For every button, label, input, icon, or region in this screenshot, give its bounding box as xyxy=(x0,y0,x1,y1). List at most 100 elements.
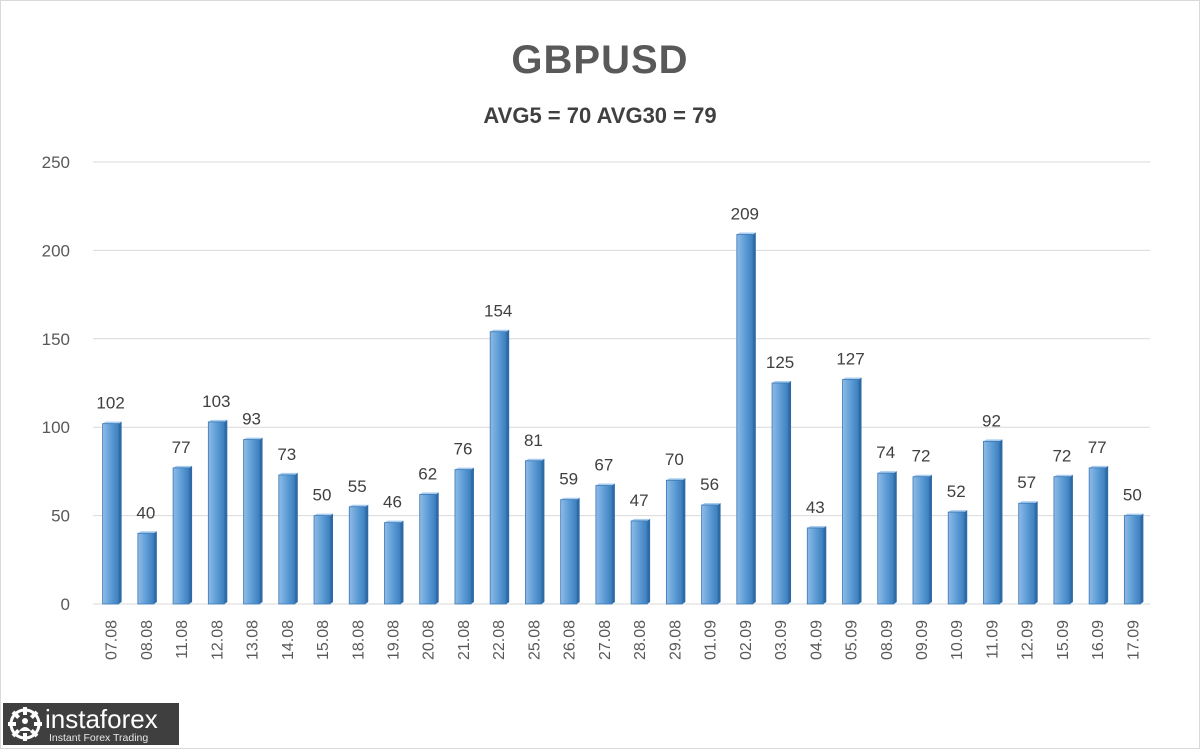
x-tick-label: 08.08 xyxy=(139,620,156,660)
bar-top xyxy=(384,520,404,523)
data-label: 46 xyxy=(383,493,402,512)
y-tick-label: 200 xyxy=(42,241,70,260)
x-tick-label: 21.08 xyxy=(456,620,473,660)
y-tick-label: 250 xyxy=(42,153,70,172)
bar-side xyxy=(189,465,193,604)
data-label: 72 xyxy=(912,447,931,466)
data-label: 72 xyxy=(1052,447,1071,466)
x-tick-label: 22.08 xyxy=(491,620,508,660)
bar xyxy=(912,476,930,605)
bar xyxy=(348,506,366,605)
bar-side xyxy=(400,520,404,604)
data-label: 55 xyxy=(348,477,367,496)
data-label: 209 xyxy=(731,204,759,223)
bar-side xyxy=(717,502,721,604)
bar-top xyxy=(701,502,721,505)
data-label: 81 xyxy=(524,431,543,450)
bar xyxy=(983,440,1000,605)
bar xyxy=(771,382,789,605)
bar-side xyxy=(682,478,686,604)
data-label: 76 xyxy=(453,440,472,459)
bar-top xyxy=(314,513,334,516)
bar xyxy=(806,527,824,605)
data-label: 43 xyxy=(806,498,825,517)
bar xyxy=(207,421,225,605)
logo-brand-text: instaforex xyxy=(45,704,158,734)
data-label: 56 xyxy=(700,475,719,494)
bar xyxy=(172,467,190,605)
data-label: 70 xyxy=(665,450,684,469)
bar-side xyxy=(470,467,474,604)
bar xyxy=(560,499,578,605)
bar xyxy=(1018,502,1036,605)
x-tick-label: 15.08 xyxy=(315,620,332,660)
bar xyxy=(665,479,683,605)
bar-side xyxy=(541,458,545,604)
bar-side xyxy=(893,471,897,604)
bar-side xyxy=(1140,513,1144,604)
bar xyxy=(384,522,401,605)
bar-top xyxy=(912,474,932,477)
bar xyxy=(630,520,648,605)
data-label: 102 xyxy=(96,394,124,413)
bar-top xyxy=(1124,513,1144,516)
bar-top xyxy=(243,437,263,440)
bar xyxy=(1053,476,1071,605)
x-tick-label: 05.09 xyxy=(844,620,861,660)
bar-side xyxy=(647,518,651,604)
x-tick-label: 14.08 xyxy=(280,620,297,660)
x-tick-label: 12.08 xyxy=(209,620,226,660)
bar xyxy=(701,504,718,605)
bar-side xyxy=(928,474,932,604)
bar xyxy=(313,515,331,605)
bar-top xyxy=(772,381,792,383)
bar-side xyxy=(294,472,298,604)
bar-top xyxy=(525,458,545,461)
bar-side xyxy=(1034,501,1038,604)
bar-top xyxy=(1053,474,1073,477)
bar-side xyxy=(611,483,615,604)
bar-top xyxy=(419,492,439,495)
bar-side xyxy=(118,421,122,604)
data-label: 73 xyxy=(277,445,296,464)
data-label: 62 xyxy=(418,464,437,483)
bar xyxy=(877,472,895,605)
bar-side xyxy=(576,497,580,604)
bar xyxy=(489,331,507,605)
bar-side xyxy=(1105,465,1109,604)
bar-top xyxy=(490,329,510,332)
x-tick-label: 07.08 xyxy=(104,620,121,660)
bar-top xyxy=(208,419,228,422)
bar xyxy=(243,439,260,605)
x-tick-label: 01.09 xyxy=(703,620,720,660)
bar xyxy=(736,234,754,605)
bar-top xyxy=(595,483,615,486)
x-tick-label: 16.09 xyxy=(1090,620,1107,660)
data-label: 47 xyxy=(630,491,649,510)
data-label: 50 xyxy=(313,486,332,505)
bar-top xyxy=(807,525,827,528)
bar-top xyxy=(877,471,897,474)
bar xyxy=(137,532,155,605)
data-label: 103 xyxy=(202,392,230,411)
y-tick-label: 0 xyxy=(61,595,70,614)
bar-top xyxy=(666,478,686,481)
bar xyxy=(525,460,542,605)
data-label: 125 xyxy=(766,353,794,372)
data-labels: 102 40 77 103 93 73 50 55 46 62 76 154 81 59 67 47 70 56 2… xyxy=(96,204,1141,522)
x-tick-label: 11.09 xyxy=(984,620,1001,659)
bar xyxy=(419,493,437,605)
data-label: 77 xyxy=(1088,438,1107,457)
bar-side xyxy=(259,437,263,604)
bar-side xyxy=(788,381,792,604)
gridlines xyxy=(93,161,1150,605)
chart-subtitle: AVG5 = 70 AVG30 = 79 xyxy=(483,103,717,128)
data-label: 50 xyxy=(1123,486,1142,505)
x-axis-ticks: 07.08 08.08 11.08 12.08 13.08 14.08 15.08 18.08… xyxy=(104,620,1143,660)
bar-top xyxy=(1089,465,1109,468)
x-tick-label: 03.09 xyxy=(773,620,790,660)
data-label: 40 xyxy=(136,503,155,522)
bar-side xyxy=(752,232,756,604)
bar-side xyxy=(224,419,228,604)
bar-side xyxy=(823,525,827,604)
